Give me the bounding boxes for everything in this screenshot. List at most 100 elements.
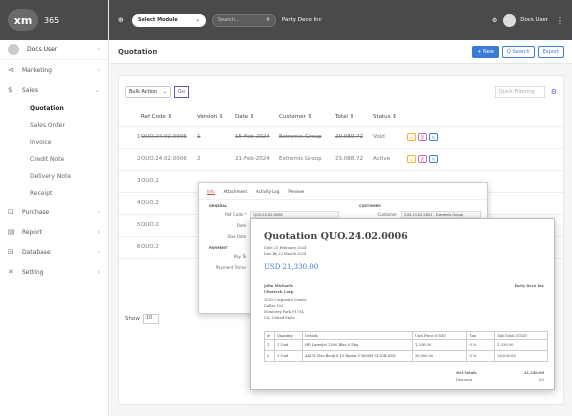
sidebar-item-setting[interactable]: ✕ Setting › (0, 262, 108, 282)
section-general: GENERAL (209, 204, 228, 208)
search-icon: ⚲ (266, 17, 270, 23)
search-input[interactable]: Search... ⚲ (211, 13, 276, 27)
customer-field[interactable]: CUS.23.02.0001 - Extremis Group (401, 211, 481, 218)
col-header[interactable]: Date ⇕ (235, 108, 279, 127)
search-button[interactable]: Q Search (501, 45, 535, 58)
copy-icon[interactable]: ⎘ (418, 155, 427, 163)
ref-code[interactable]: QUO.2 (141, 192, 197, 215)
sidebar-sub-sales-order[interactable]: Sales Order (30, 122, 65, 129)
bulk-action-select[interactable]: Bulk Action ⌄ (125, 86, 171, 98)
sidebar-item-purchase[interactable]: ⊡ Purchase › (0, 202, 108, 222)
chevron-right-icon: › (97, 228, 100, 236)
ref-code[interactable]: QUO.2 (141, 214, 197, 237)
sidebar-user[interactable]: Docs User › (0, 40, 108, 60)
col-header: Unit Price (USD) (411, 331, 468, 340)
cell: HP LaserJet 1200 Blue 0.5kg (302, 339, 413, 351)
customer: Extremis Group (279, 148, 335, 171)
show-select[interactable]: 10 (142, 314, 159, 324)
chevron-right-icon: › (97, 208, 100, 216)
cell: 1 Unit (274, 339, 303, 351)
tab-attachment[interactable]: Attachment (223, 189, 248, 194)
col-header[interactable]: Customer ⇕ (279, 108, 335, 127)
row-number: 3 (119, 170, 141, 193)
show-label: Show (125, 316, 140, 322)
version: 2 (197, 148, 235, 171)
table-row[interactable]: 2 QUO.24.02.0006 2 21-Feb-2024 Extremis … (119, 148, 563, 171)
col-header[interactable]: Ref Code ⇕ (141, 108, 197, 127)
edit-icon[interactable]: ✎ (429, 133, 438, 141)
row-number: 2 (119, 148, 141, 171)
col-header[interactable]: Version ⇕ (197, 108, 235, 127)
field-label: Payment Terms (215, 265, 247, 270)
sidebar-item-label: Database (22, 248, 51, 256)
address-line: 1005 Corporate Center (264, 298, 307, 302)
document-title: Quotation QUO.24.02.0006 (264, 231, 408, 242)
sidebar-sub-delivery-note[interactable]: Delivery Note (30, 173, 72, 180)
edit-icon[interactable]: ✎ (429, 155, 438, 163)
kebab-menu-icon[interactable]: ⋮ (556, 15, 564, 25)
copy-icon[interactable]: ⎘ (418, 133, 427, 141)
folder-icon[interactable]: ▭ (407, 133, 416, 141)
col-header: Quantity (274, 331, 303, 340)
sidebar-item-database[interactable]: ⊟ Database › (0, 242, 108, 262)
field-label: Pay To (233, 254, 247, 259)
sidebar-sub-receipt[interactable]: Receipt (30, 190, 53, 197)
ref-code[interactable]: QUO.2 (141, 236, 197, 259)
party-name: Party Deco Inc (281, 17, 322, 23)
col-header: Tax (466, 331, 496, 340)
new-button[interactable]: + New (472, 45, 499, 58)
cell: 1 Unit (274, 350, 303, 362)
chevron-right-icon: › (97, 248, 100, 256)
sidebar-item-sales[interactable]: $ Sales ⌄ (0, 80, 108, 100)
cell: 1 (264, 339, 275, 351)
quotation-preview-document: Quotation QUO.24.02.0006 Date 21 Februar… (250, 218, 555, 390)
quick-filter-input[interactable]: Quick Filtering (494, 86, 545, 98)
ref-code[interactable]: QUO.2 (141, 170, 197, 193)
col-header[interactable]: Status ⇕ (373, 108, 407, 127)
folder-icon[interactable]: ▭ (407, 155, 416, 163)
version: 1 (197, 126, 235, 149)
row-number: 6 (119, 236, 141, 259)
sidebar-item-label: Report (22, 228, 42, 236)
chevron-down-icon: ⌄ (94, 86, 100, 94)
table-row[interactable]: 1 QUO.24.02.0006 1 15-Feb-2024 Extremis … (119, 126, 563, 149)
ref-code[interactable]: QUO.24.02.0006 (141, 126, 197, 149)
tab-activity-log[interactable]: Activity Log (256, 189, 280, 194)
bulk-action-label: Bulk Action (129, 89, 158, 95)
report-icon: ▤ (8, 228, 15, 236)
ref-code-field[interactable]: QUO.24.02.0006 (250, 211, 339, 218)
gear-icon[interactable]: ⚙ (550, 88, 557, 96)
sidebar-item-label: Purchase (22, 208, 50, 216)
wrench-icon: ✕ (8, 268, 14, 276)
sidebar-item-report[interactable]: ▤ Report › (0, 222, 108, 242)
sidebar-sub-invoice[interactable]: Invoice (30, 139, 52, 146)
module-icon[interactable]: ⊕ (118, 16, 124, 24)
sidebar-item-marketing[interactable]: ⊲ Marketing › (0, 60, 108, 80)
tab-preview[interactable]: Preview (288, 189, 304, 194)
search-placeholder: Search... (217, 17, 240, 23)
select-module-dropdown[interactable]: Select Module ⌄ (131, 13, 206, 27)
tab-info[interactable]: Info (207, 189, 215, 195)
address-line: Monterey Park 91754 (264, 310, 304, 314)
sidebar-item-label: Marketing (22, 66, 52, 74)
field-label: Due Date (227, 234, 247, 239)
sidebar-sub-credit-note[interactable]: Credit Note (30, 156, 65, 163)
app-logo[interactable]: xm (8, 9, 38, 31)
settings-icon[interactable]: ⚙ (491, 16, 498, 24)
document-due: Due By 22 March 2024 (264, 252, 307, 256)
sidebar-sub-quotation[interactable]: Quotation (30, 105, 64, 112)
discount-label: Discount (456, 378, 473, 382)
address-line: CA, United State (264, 316, 295, 320)
app-name: 365 (44, 15, 60, 25)
page-title: Quotation (118, 47, 158, 56)
chevron-down-icon: ⌄ (162, 89, 167, 95)
export-button[interactable]: Export (537, 45, 564, 58)
section-customer: CUSTOMER (359, 204, 381, 208)
select-module-label: Select Module (137, 17, 178, 23)
go-button[interactable]: Go (174, 86, 189, 98)
document-total: USD 21,330.00 (264, 263, 319, 271)
col-header[interactable]: Total ⇕ (335, 108, 373, 127)
user-menu[interactable]: Docs User (503, 13, 548, 27)
ref-code[interactable]: QUO.24.02.0006 (141, 148, 197, 171)
col-header: # (264, 331, 275, 340)
